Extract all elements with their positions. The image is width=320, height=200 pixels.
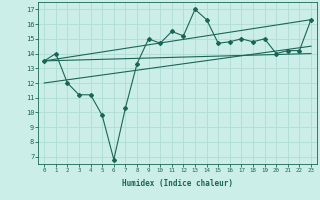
X-axis label: Humidex (Indice chaleur): Humidex (Indice chaleur) (122, 179, 233, 188)
